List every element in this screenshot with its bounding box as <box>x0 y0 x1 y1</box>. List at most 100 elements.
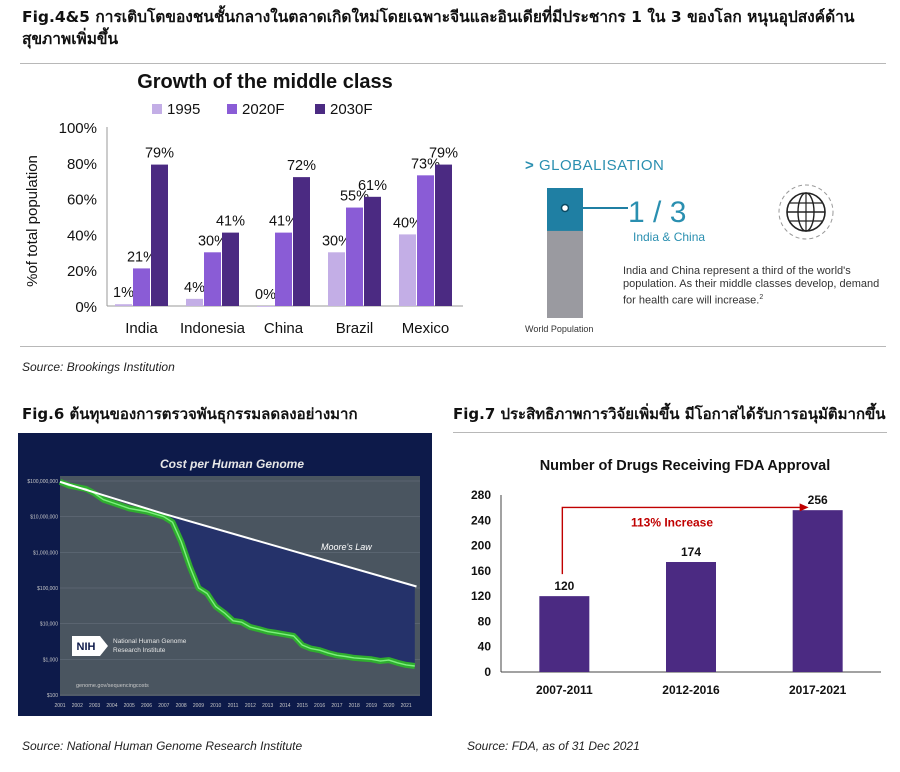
x-tick-label: 2001 <box>54 703 65 709</box>
data-label: 40% <box>393 215 422 231</box>
y-tick-label: $10,000,000 <box>30 515 58 521</box>
globalisation-body: India and China represent a third of the… <box>623 265 880 307</box>
data-label: 41% <box>216 214 245 230</box>
bar-Brazil-2020F <box>346 207 363 306</box>
bar-Indonesia-2030F <box>222 232 239 306</box>
y-tick-label: $1,000 <box>43 657 59 663</box>
y-tick-label: 200 <box>471 539 491 553</box>
increase-annotation: 113% Increase <box>561 503 809 575</box>
data-label: 1% <box>113 285 134 301</box>
bar-Mexico-1995 <box>399 234 416 306</box>
x-tick-label: 2007 <box>158 703 169 709</box>
chart-title: Cost per Human Genome <box>160 457 304 471</box>
data-label: 30% <box>198 233 227 249</box>
bar-Indonesia-2020F <box>204 252 221 306</box>
globe-icon <box>778 184 834 240</box>
moores-law-label: Moore's Law <box>321 542 372 552</box>
increase-arrow-line <box>561 506 802 575</box>
data-label: 79% <box>145 146 174 162</box>
y-tick-label: 40 <box>478 640 492 654</box>
fda-approval-chart: Number of Drugs Receiving FDA Approval 0… <box>471 458 881 697</box>
y-axis-label: %of total population <box>24 155 41 287</box>
nih-name-line2: Research Institute <box>113 647 166 654</box>
x-tick-label: Brazil <box>336 320 374 337</box>
data-label: 30% <box>322 233 351 249</box>
fig7-divider <box>453 432 887 433</box>
bar-Indonesia-1995 <box>186 298 203 306</box>
globalisation-text: India and China represent a third of the… <box>623 265 883 308</box>
cost-line-inner <box>59 481 415 667</box>
x-tick-label: 2019 <box>366 703 377 709</box>
y-tick-label: 120 <box>471 589 491 603</box>
x-tick-label: 2021 <box>401 703 412 709</box>
moore-gap-area <box>163 513 415 666</box>
x-tick-label: China <box>264 320 304 337</box>
legend-label-2020F: 2020F <box>242 101 285 118</box>
data-label: 120 <box>554 579 574 593</box>
moores-law-line <box>59 480 417 588</box>
data-label: 73% <box>411 156 440 172</box>
bar-2017-2021 <box>792 510 843 672</box>
population-fraction: 1 / 3 <box>628 196 687 229</box>
data-label: 0% <box>255 287 276 303</box>
genome-cost-chart: $100,000,000 $10,000,000 $1,000,000 $100,00… <box>18 433 432 716</box>
x-axis: 2007-2011 2012-2016 2017-2021 <box>536 683 847 697</box>
world-population-label: World Population <box>525 324 594 334</box>
globalisation-heading-text: GLOBALISATION <box>538 157 665 174</box>
fig6-source: Source: National Human Genome Research I… <box>22 739 303 753</box>
x-tick-label: 2009 <box>193 703 204 709</box>
divider-mid <box>20 346 886 347</box>
legend-swatch-2020F <box>227 104 237 114</box>
y-tick-label: $100 <box>47 693 58 699</box>
bar-2007-2011 <box>539 596 590 672</box>
bar-China-2030F <box>293 177 310 306</box>
footer-url: genome.gov/sequencingcosts <box>76 683 149 689</box>
x-tick-label: 2010 <box>210 703 221 709</box>
x-tick-label: 2017-2021 <box>789 683 847 697</box>
y-tick-label: 0% <box>75 299 97 316</box>
x-tick-label: 2014 <box>279 703 290 709</box>
x-tick-label: 2015 <box>297 703 308 709</box>
bar-India-2020F <box>133 268 150 306</box>
data-label: 61% <box>358 178 387 194</box>
y-tick-label: $100,000 <box>37 586 58 592</box>
data-label: 174 <box>681 545 701 559</box>
x-tick-label: 2007-2011 <box>536 683 593 697</box>
x-tick-label: 2008 <box>176 703 187 709</box>
x-tick-label: 2011 <box>228 703 239 709</box>
data-label: 41% <box>269 214 298 230</box>
bar-China-2020F <box>275 232 292 306</box>
x-tick-label: 2020 <box>383 703 394 709</box>
x-tick-label: 2012 <box>245 703 256 709</box>
x-tick-label: 2012-2016 <box>662 683 720 697</box>
legend-swatch-1995 <box>152 104 162 114</box>
y-tick-label: 240 <box>471 513 491 527</box>
fig7-title: Fig.7 ประสิทธิภาพการวิจัยเพิ่มขึ้น มีโอก… <box>453 405 886 423</box>
fig6-title: Fig.6 ต้นทุนของการตรวจพันธุกรรมลดลงอย่าง… <box>22 405 358 423</box>
data-label: 21% <box>127 249 156 265</box>
x-tick-label: 2003 <box>89 703 100 709</box>
x-tick-label: 2005 <box>124 703 135 709</box>
legend-swatch-2030F <box>315 104 325 114</box>
x-tick-label: 2017 <box>331 703 342 709</box>
nih-mark-bg <box>72 636 100 656</box>
y-tick-label: 280 <box>471 488 491 502</box>
y-tick-label: 80 <box>478 614 492 628</box>
fig7-source: Source: FDA, as of 31 Dec 2021 <box>467 739 640 753</box>
bar-2012-2016 <box>666 562 716 672</box>
chart-title: Growth of the middle class <box>137 71 393 93</box>
bar-China-1995 <box>257 306 274 307</box>
data-label: 79% <box>429 146 458 162</box>
globalisation-heading: > GLOBALISATION <box>525 157 664 174</box>
nih-mark: NIH <box>77 641 96 653</box>
legend-label-1995: 1995 <box>167 101 200 118</box>
y-tick-label: 100% <box>59 120 97 137</box>
x-axis: India Indonesia China Brazil Mexico <box>125 320 449 337</box>
population-subtitle: India & China <box>633 230 706 244</box>
legend-label-2030F: 2030F <box>330 101 373 118</box>
y-tick-label: 0 <box>484 665 491 679</box>
x-tick-label: 2006 <box>141 703 152 709</box>
x-tick-label: 2016 <box>314 703 325 709</box>
y-tick-label: $100,000,000 <box>27 479 58 485</box>
arrow-head-icon <box>799 503 809 512</box>
